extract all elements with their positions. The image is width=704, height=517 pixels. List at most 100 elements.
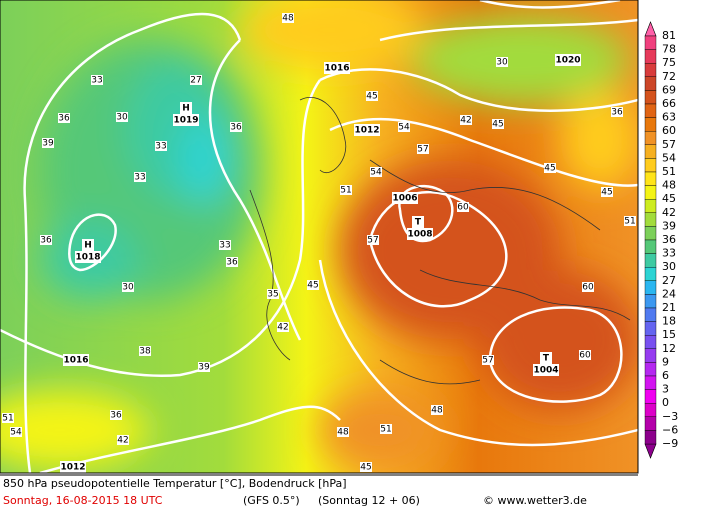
isotherm-label: 54 (10, 428, 22, 438)
pressure-label-bg (354, 124, 380, 136)
colorbar-swatch (644, 389, 657, 404)
isotherm-label-bg (340, 185, 352, 195)
isotherm-label-bg (601, 187, 613, 197)
pressure-label-bg (533, 364, 559, 376)
isotherm-label: 36 (230, 123, 242, 133)
map-frame (0, 0, 639, 474)
isotherm-label-bg (380, 424, 392, 434)
colorbar-label: 15 (662, 328, 676, 341)
isotherm-label: 51 (380, 425, 391, 435)
pressure-label: 1020 (555, 56, 580, 66)
isotherm-label-bg (42, 138, 54, 148)
isotherm-label: 30 (116, 113, 128, 123)
pressure-label: 1008 (407, 230, 432, 240)
colorbar-swatch (644, 375, 657, 390)
isotherm-label-bg (307, 280, 319, 290)
isotherm-label: 33 (155, 142, 166, 152)
isotherm-label: 33 (219, 241, 230, 251)
isotherm-label-bg (91, 75, 103, 85)
isotherm-label-bg (370, 167, 382, 177)
colorbar-label: 9 (662, 355, 669, 368)
colorbar-swatch (644, 226, 657, 241)
colorbar-swatch (644, 103, 657, 118)
pressure-label: H (84, 241, 92, 251)
isotherm-label: 42 (117, 436, 128, 446)
colorbar-cap-top (644, 21, 657, 37)
isotherm-label: 60 (579, 351, 591, 361)
colorbar-label: 42 (662, 206, 676, 219)
isotherm-label-bg (417, 144, 429, 154)
colorbar-swatch (644, 90, 657, 105)
isotherm-label: 30 (122, 283, 134, 293)
pressure-label-bg (60, 461, 86, 473)
colorbar-swatch (644, 198, 657, 213)
colorbar-label: 45 (662, 192, 676, 205)
isotherm-label-bg (198, 362, 210, 372)
colorbar-label: 36 (662, 233, 676, 246)
pressure-label-bg (412, 216, 424, 228)
colorbar-label: 30 (662, 260, 676, 273)
model-text: (GFS 0.5°) (243, 494, 300, 507)
isotherm-label: 35 (267, 290, 278, 300)
isotherm-label-bg (230, 122, 242, 132)
colorbar-label: −6 (662, 423, 678, 436)
colorbar-label: 48 (662, 179, 676, 192)
isotherm-label: 48 (282, 14, 294, 24)
isotherm-label-bg (58, 113, 70, 123)
isotherm-label: 27 (190, 76, 201, 86)
colorbar-swatch (644, 117, 657, 132)
pressure-label: H (182, 104, 190, 114)
coastlines (249, 97, 631, 385)
isotherm-label-bg (10, 427, 22, 437)
isotherm-label: 42 (460, 116, 471, 126)
colorbar-swatch (644, 280, 657, 295)
colorbar-label: 66 (662, 97, 676, 110)
isotherm-label-bg (282, 13, 294, 23)
pressure-label: 1004 (533, 366, 558, 376)
colorbar-label: 18 (662, 315, 676, 328)
colorbar-label: 54 (662, 151, 676, 164)
isotherm-label-bg (366, 91, 378, 101)
colorbar: 8178757269666360575451484542393633302724… (644, 21, 678, 459)
isotherm-label: 60 (582, 283, 594, 293)
pressure-label: T (543, 354, 550, 364)
isotherm-label-bg (267, 289, 279, 299)
pressure-label-bg (82, 239, 94, 251)
isotherm-label-bg (117, 435, 129, 445)
isotherm-label-bg (460, 115, 472, 125)
isotherm-label-bg (155, 141, 167, 151)
pressure-label: 1019 (173, 116, 198, 126)
colorbar-swatch (644, 403, 657, 418)
colorbar-swatch (644, 416, 657, 431)
isotherm-label: 45 (544, 164, 555, 174)
colorbar-swatch (644, 185, 657, 200)
colorbar-label: 75 (662, 56, 676, 69)
isotherm-label: 51 (624, 217, 635, 227)
isotherm-label-bg (367, 235, 379, 245)
isotherm-label: 45 (601, 188, 612, 198)
isotherm-label: 51 (340, 186, 351, 196)
colorbar-swatch (644, 348, 657, 363)
isotherm-label: 45 (366, 92, 377, 102)
isotherm-label-bg (110, 410, 122, 420)
isotherm-label: 33 (134, 173, 145, 183)
colorbar-swatch (644, 212, 657, 227)
isotherm-label-bg (496, 57, 508, 67)
isotherm-label-bg (492, 119, 504, 129)
isotherm-label: 36 (58, 114, 70, 124)
isotherm-label: 36 (40, 236, 52, 246)
isotherm-label: 42 (277, 323, 288, 333)
colorbar-label: 33 (662, 247, 676, 260)
isotherm-label-bg (2, 413, 14, 423)
colorbar-cap-bottom (644, 443, 657, 459)
isotherm-label-bg (398, 122, 410, 132)
isotherm-label: 48 (337, 428, 349, 438)
colorbar-swatch (644, 158, 657, 173)
colorbar-swatch (644, 267, 657, 282)
colorbar-label: 81 (662, 29, 676, 42)
isotherm-label: 51 (2, 414, 13, 424)
pressure-label-bg (407, 228, 433, 240)
isotherm-label-bg (122, 282, 134, 292)
colorbar-label: 27 (662, 274, 676, 287)
